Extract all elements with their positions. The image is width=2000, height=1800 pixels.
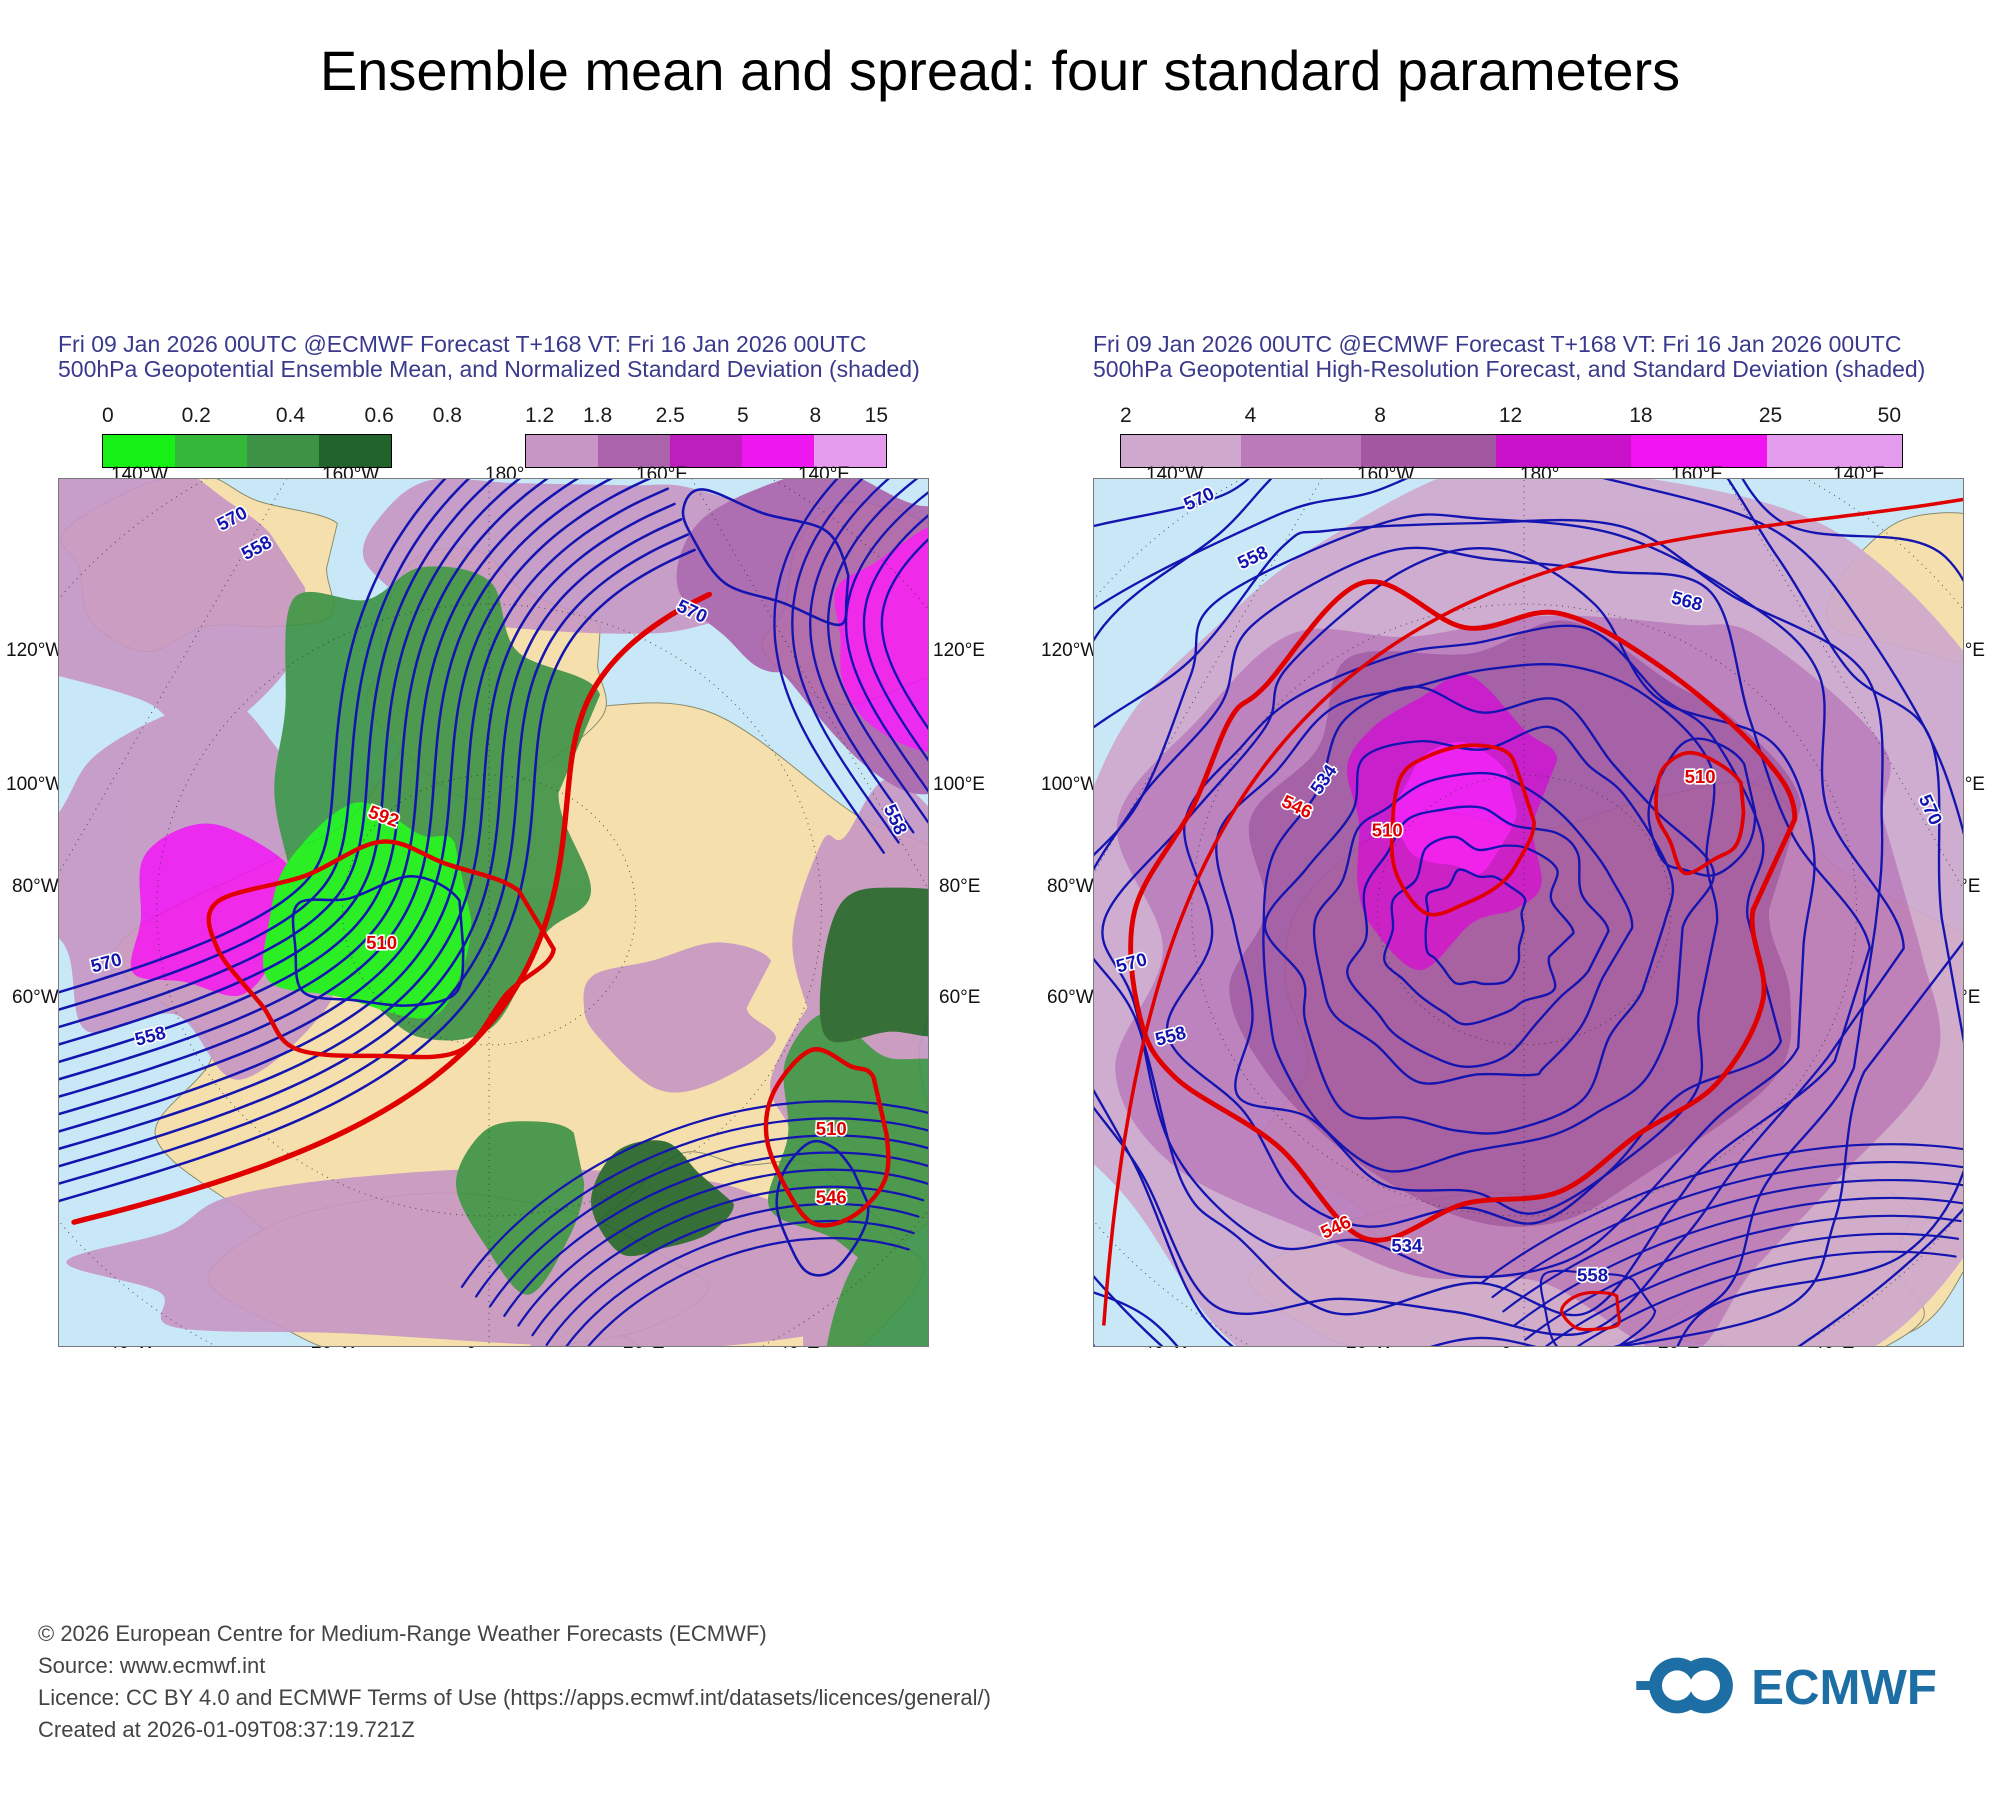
svg-text:534: 534 [1391,1235,1423,1256]
svg-text:558: 558 [1577,1265,1608,1286]
svg-text:546: 546 [816,1186,847,1207]
svg-text:510: 510 [1685,766,1716,787]
svg-text:510: 510 [1372,820,1403,841]
svg-text:510: 510 [366,932,397,953]
svg-text:510: 510 [816,1118,847,1139]
svg-text:ECMWF: ECMWF [1751,1661,1937,1715]
